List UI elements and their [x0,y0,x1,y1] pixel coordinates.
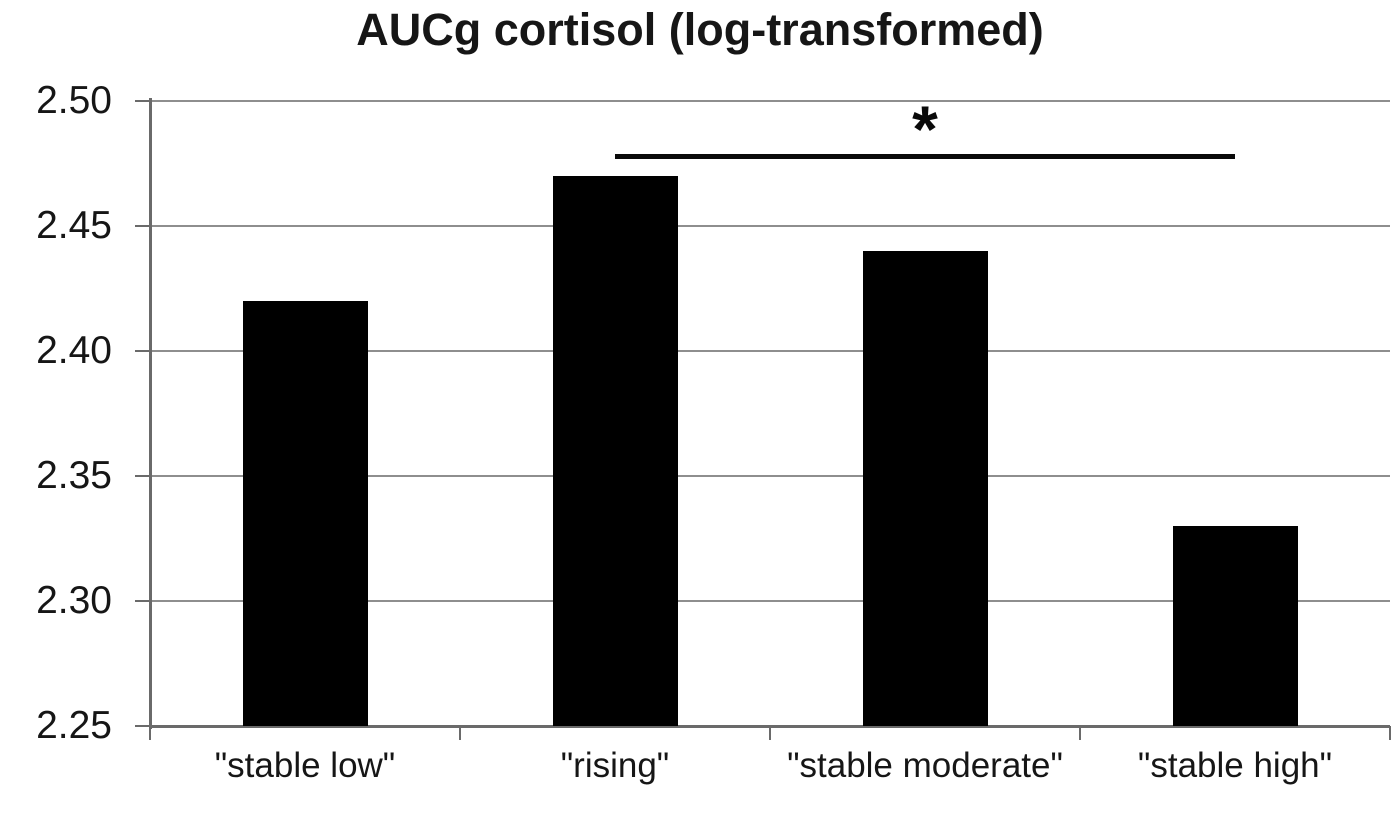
bar-4 [1172,526,1298,726]
y-tick-mark [135,725,150,727]
y-axis-line [149,98,152,729]
x-tick-mark [1389,726,1391,740]
y-tick-mark [135,100,150,102]
significance-asterisk: * [912,91,938,166]
y-axis-tick-label: 2.30 [36,579,112,622]
y-axis-tick-label: 2.35 [36,454,112,497]
y-tick-mark [135,225,150,227]
gridline [150,475,1390,477]
y-axis-tick-label: 2.50 [36,79,112,122]
y-axis-tick-label: 2.45 [36,204,112,247]
gridline [150,600,1390,602]
x-axis-label: "stable moderate" [787,746,1063,785]
y-axis-tick-label: 2.40 [36,329,112,372]
x-axis-label: "rising" [560,746,670,785]
bar-2 [552,176,678,726]
y-tick-mark [135,600,150,602]
bar-1 [242,301,368,726]
x-tick-mark [1079,726,1081,740]
x-axis-label: "stable high" [1137,746,1333,785]
x-tick-mark [149,726,151,740]
gridline [150,100,1390,102]
gridline [150,225,1390,227]
y-tick-mark [135,475,150,477]
significance-line [615,153,1235,159]
gridline [150,350,1390,352]
chart-title: AUCg cortisol (log-transformed) [356,4,1044,55]
y-axis-tick-label: 2.25 [36,704,112,747]
x-axis-label: "stable low" [214,746,396,785]
bar-3 [862,251,988,726]
y-tick-mark [135,350,150,352]
x-tick-mark [769,726,771,740]
x-tick-mark [459,726,461,740]
